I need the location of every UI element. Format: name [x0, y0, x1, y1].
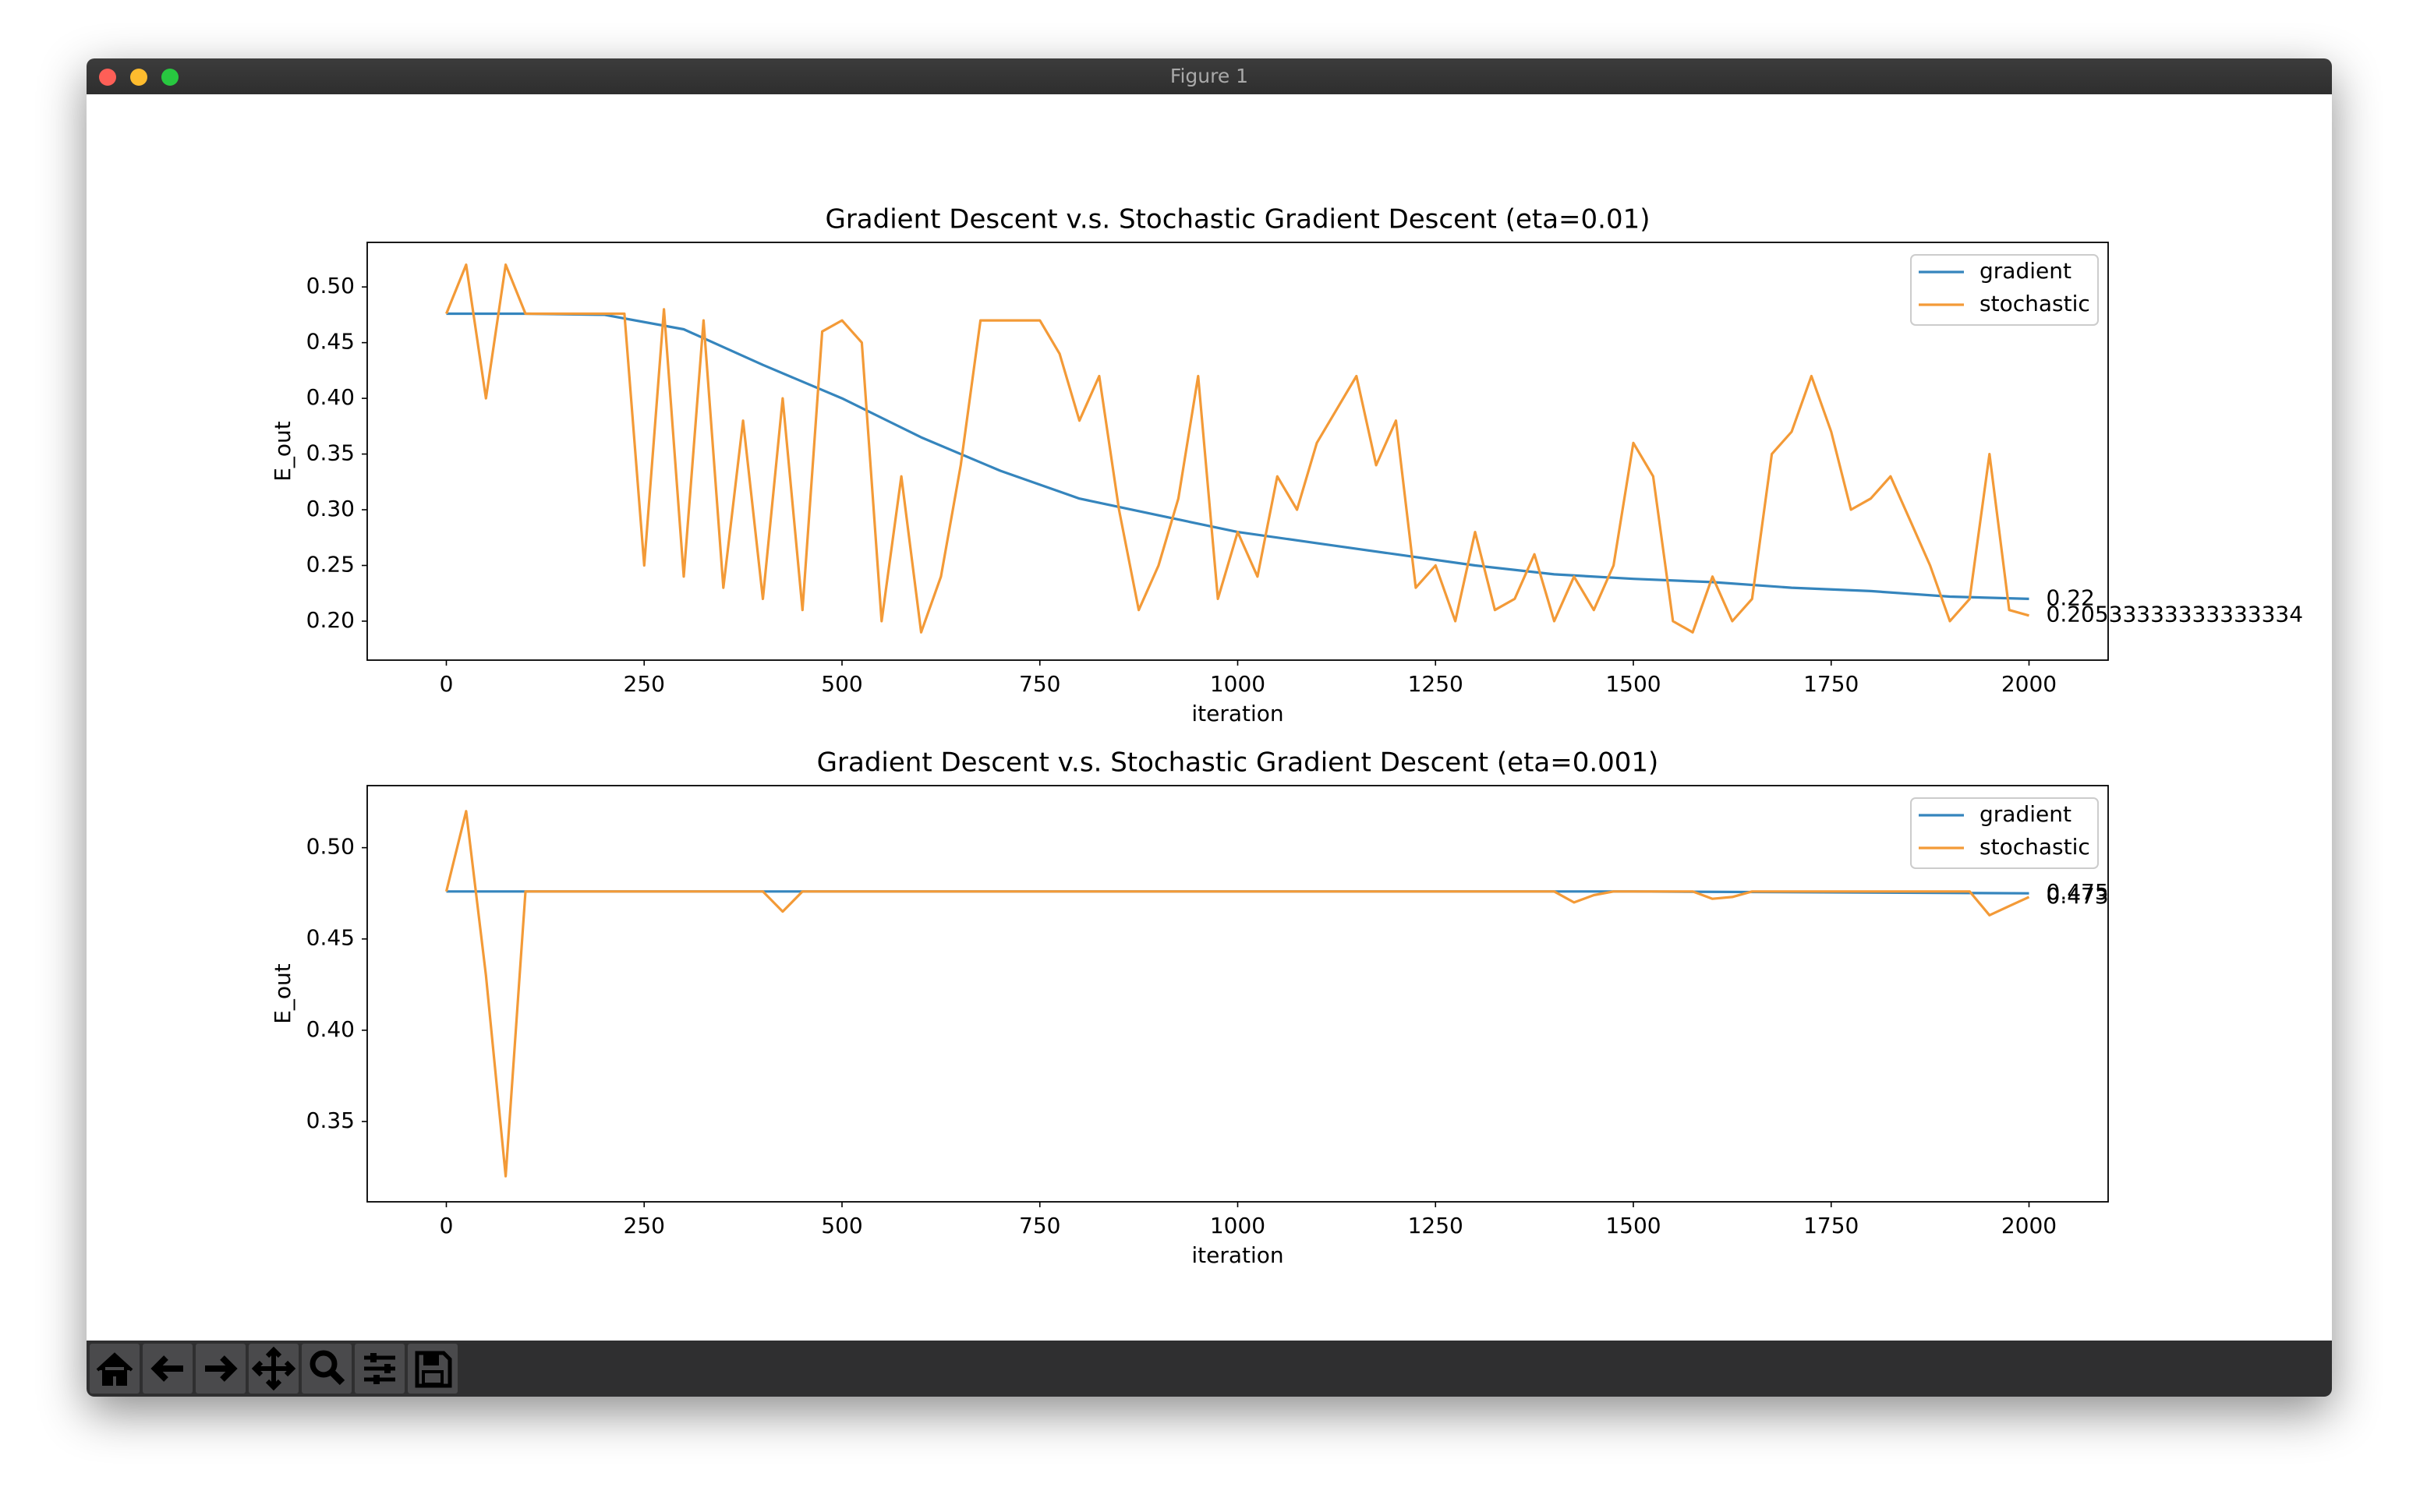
close-button[interactable]	[99, 69, 116, 86]
y-tick-label: 0.45	[306, 925, 355, 951]
y-tick-label: 0.35	[306, 1108, 355, 1133]
data-line	[446, 312, 2029, 600]
y-tick-label: 0.35	[306, 440, 355, 466]
x-tick-label: 1250	[1408, 671, 1463, 697]
chart-title: Gradient Descent v.s. Stochastic Gradien…	[825, 204, 1650, 235]
legend-label: gradient	[1980, 258, 2072, 284]
y-axis-label: E_out	[270, 963, 295, 1024]
legend-label: gradient	[1980, 801, 2072, 827]
pan-button[interactable]	[249, 1344, 299, 1394]
data-line	[444, 810, 2030, 1178]
annotation: 0.475	[2047, 879, 2109, 905]
forward-button[interactable]	[196, 1344, 246, 1394]
x-tick-label: 1000	[1210, 671, 1265, 697]
annotation: 0.473	[2047, 883, 2109, 909]
x-tick-label: 0	[440, 1213, 454, 1238]
x-tick-label: 1750	[1803, 671, 1859, 697]
x-tick-label: 2000	[2001, 671, 2057, 697]
y-tick-label: 0.40	[306, 384, 355, 410]
x-tick-label: 250	[624, 1213, 665, 1238]
configure-button[interactable]	[355, 1344, 405, 1394]
window-title: Figure 1	[1169, 65, 1249, 87]
x-tick-label: 2000	[2001, 1213, 2057, 1238]
x-axis-label: iteration	[1191, 701, 1283, 726]
y-tick-label: 0.50	[306, 273, 355, 299]
data-line	[445, 263, 2029, 634]
zoom-tool-button[interactable]	[302, 1344, 352, 1394]
x-tick-label: 750	[1019, 671, 1060, 697]
y-tick-label: 0.50	[306, 834, 355, 860]
x-tick-label: 500	[821, 671, 862, 697]
legend-label: stochastic	[1980, 834, 2090, 860]
x-tick-label: 1500	[1605, 671, 1661, 697]
chart-title: Gradient Descent v.s. Stochastic Gradien…	[817, 747, 1659, 779]
x-tick-label: 0	[440, 671, 454, 697]
zoom-button[interactable]	[161, 69, 179, 86]
x-tick-label: 1250	[1408, 1213, 1463, 1238]
y-tick-label: 0.30	[306, 496, 355, 521]
annotation: 0.20533333333333334	[2047, 601, 2304, 627]
minimize-button[interactable]	[130, 69, 147, 86]
toolbar	[87, 1341, 2332, 1397]
y-tick-label: 0.40	[306, 1016, 355, 1042]
y-axis-label: E_out	[270, 421, 295, 482]
y-tick-label: 0.20	[306, 607, 355, 633]
annotation: 0.22	[2047, 585, 2095, 610]
axes-frame	[366, 242, 2109, 661]
axes-frame	[366, 785, 2109, 1203]
home-button[interactable]	[90, 1344, 140, 1394]
legend-label: stochastic	[1980, 291, 2090, 316]
x-tick-label: 1500	[1605, 1213, 1661, 1238]
x-tick-label: 250	[624, 671, 665, 697]
y-tick-label: 0.45	[306, 329, 355, 355]
x-tick-label: 750	[1019, 1213, 1060, 1238]
back-button[interactable]	[143, 1344, 193, 1394]
x-tick-label: 500	[821, 1213, 862, 1238]
x-axis-label: iteration	[1191, 1242, 1283, 1268]
x-tick-label: 1000	[1210, 1213, 1265, 1238]
y-tick-label: 0.25	[306, 552, 355, 578]
save-button[interactable]	[408, 1344, 458, 1394]
x-tick-label: 1750	[1803, 1213, 1859, 1238]
title-bar: Figure 1	[87, 58, 2332, 94]
